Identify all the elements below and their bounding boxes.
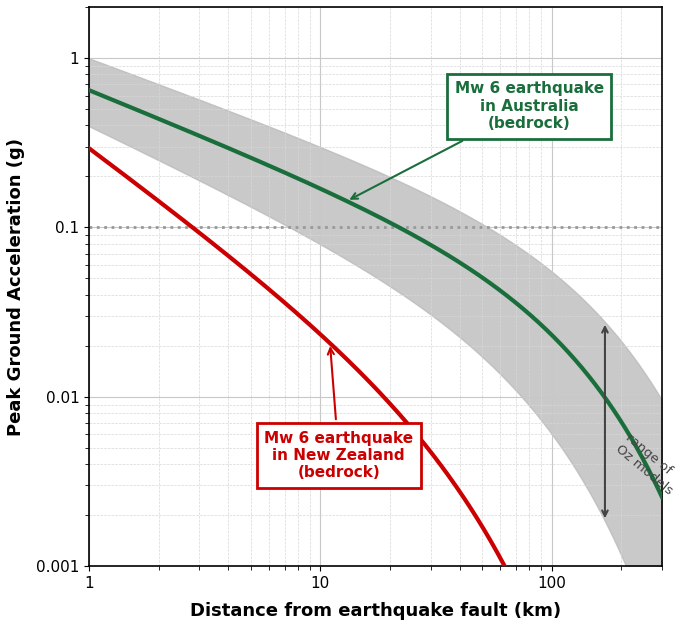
Text: Mw 6 earthquake
in Australia
(bedrock): Mw 6 earthquake in Australia (bedrock)	[351, 81, 604, 199]
Text: range of
Oz models: range of Oz models	[614, 431, 685, 497]
X-axis label: Distance from earthquake fault (km): Distance from earthquake fault (km)	[190, 602, 561, 620]
Text: Mw 6 earthquake
in New Zealand
(bedrock): Mw 6 earthquake in New Zealand (bedrock)	[264, 349, 414, 480]
Y-axis label: Peak Ground Acceleration (g): Peak Ground Acceleration (g)	[7, 137, 25, 436]
